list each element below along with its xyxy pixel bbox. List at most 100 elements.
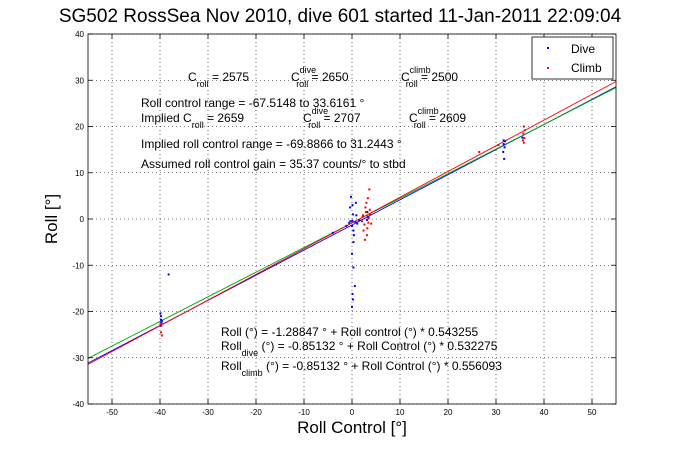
y-tick-label: -10 [72, 261, 84, 270]
point-climb [363, 223, 366, 226]
x-tick-label: -50 [106, 408, 118, 417]
annotation-range: Roll control range = -67.5148 to 33.6161… [141, 96, 364, 110]
x-tick-label: 30 [492, 408, 501, 417]
x-tick-label: 0 [350, 408, 355, 417]
point-dive [351, 213, 354, 216]
point-climb [361, 220, 364, 223]
annotation-implied-c-climb: Cclimb roll = 2609 [409, 106, 466, 130]
point-dive [348, 221, 351, 224]
point-dive [358, 219, 361, 222]
point-dive [351, 292, 354, 295]
x-tick-label: -10 [298, 408, 310, 417]
point-dive [521, 136, 524, 139]
axis-ticks: -50 -40 -30 -20 -10 0 10 20 30 40 50 -40 -30 -20 -10 0 1… [72, 30, 616, 417]
point-climb [522, 141, 525, 144]
x-tick-label: 50 [588, 408, 597, 417]
point-dive [503, 146, 506, 149]
x-tick-label: -30 [202, 408, 214, 417]
point-climb [522, 125, 525, 128]
point-climb [522, 132, 525, 135]
point-dive [356, 222, 359, 225]
point-climb [369, 213, 372, 216]
point-dive [349, 220, 352, 223]
annotation-c-climb: Cclimb roll = 2500 [401, 65, 458, 89]
point-dive [352, 266, 355, 269]
legend-label-dive: Dive [571, 42, 595, 56]
point-climb [368, 188, 371, 191]
y-tick-label: -30 [72, 354, 84, 363]
point-climb [521, 139, 524, 142]
point-dive [167, 273, 170, 276]
data-points [159, 125, 526, 337]
legend-box [531, 36, 614, 80]
point-dive [351, 204, 354, 207]
point-climb [364, 206, 367, 209]
point-dive [350, 195, 353, 198]
point-dive [351, 252, 353, 255]
point-dive [366, 211, 369, 214]
point-climb [523, 129, 526, 132]
x-axis-label: Roll Control [°] [297, 418, 407, 437]
y-tick-label: -40 [72, 400, 84, 409]
point-dive [352, 241, 355, 244]
point-dive [502, 139, 505, 142]
grid-lines [88, 33, 616, 405]
equation-roll: Roll (°) = -1.28847 ° + Roll control (°)… [221, 325, 479, 339]
point-dive [351, 224, 353, 227]
point-dive [351, 219, 354, 222]
annotations: Croll = 2575 Cdive roll = 2650 Cclimb roll… [141, 65, 502, 378]
point-dive [502, 150, 505, 153]
point-dive [354, 220, 357, 223]
legend: Dive Climb [531, 36, 614, 80]
point-dive [353, 285, 356, 288]
legend-marker-dive [547, 47, 549, 49]
point-climb [367, 217, 370, 220]
point-dive [352, 234, 355, 237]
point-dive [349, 206, 352, 209]
point-climb [365, 201, 368, 204]
point-dive [352, 229, 355, 232]
point-climb [159, 331, 162, 334]
point-dive [354, 201, 357, 204]
annotation-implied-range: Implied roll control range = -69.8866 to… [141, 137, 402, 151]
point-dive [160, 319, 163, 322]
equation-roll-dive: Rolldive (°) = -0.85132 ° + Roll Control… [221, 339, 498, 358]
point-dive [502, 143, 505, 146]
point-climb [160, 334, 163, 337]
point-dive [355, 214, 358, 217]
y-axis-label: Roll [°] [42, 194, 61, 244]
y-tick-label: -20 [72, 308, 84, 317]
point-dive [504, 140, 507, 143]
chart-title: SG502 RossSea Nov 2010, dive 601 started… [59, 6, 622, 27]
point-climb [361, 215, 364, 218]
point-dive [345, 224, 348, 227]
point-climb [478, 150, 481, 153]
point-climb [365, 234, 368, 237]
point-climb [362, 229, 365, 232]
y-tick-label: 30 [75, 76, 84, 85]
annotation-implied-c-roll: Implied Croll = 2659 [141, 111, 244, 130]
legend-label-climb: Climb [571, 61, 602, 75]
point-climb [364, 211, 367, 214]
point-dive [503, 157, 506, 160]
point-climb [363, 238, 366, 241]
annotation-c-roll: Croll = 2575 [188, 70, 249, 89]
point-climb [159, 323, 162, 326]
y-tick-label: 20 [75, 123, 84, 132]
x-tick-label: -20 [250, 408, 262, 417]
y-tick-label: 0 [80, 215, 85, 224]
point-dive [351, 305, 353, 308]
y-tick-label: 40 [75, 30, 84, 39]
point-dive [160, 321, 163, 324]
x-tick-label: 10 [396, 408, 405, 417]
fit-line-2 [87, 81, 617, 365]
point-climb [370, 222, 373, 225]
point-climb [367, 221, 370, 224]
annotation-c-dive: Cdive roll = 2650 [291, 65, 349, 89]
point-dive [159, 312, 162, 315]
point-climb [366, 197, 369, 200]
x-tick-label: -40 [154, 408, 166, 417]
point-dive [331, 231, 334, 234]
annotation-gain: Assumed roll control gain = 35.37 counts… [141, 157, 406, 171]
